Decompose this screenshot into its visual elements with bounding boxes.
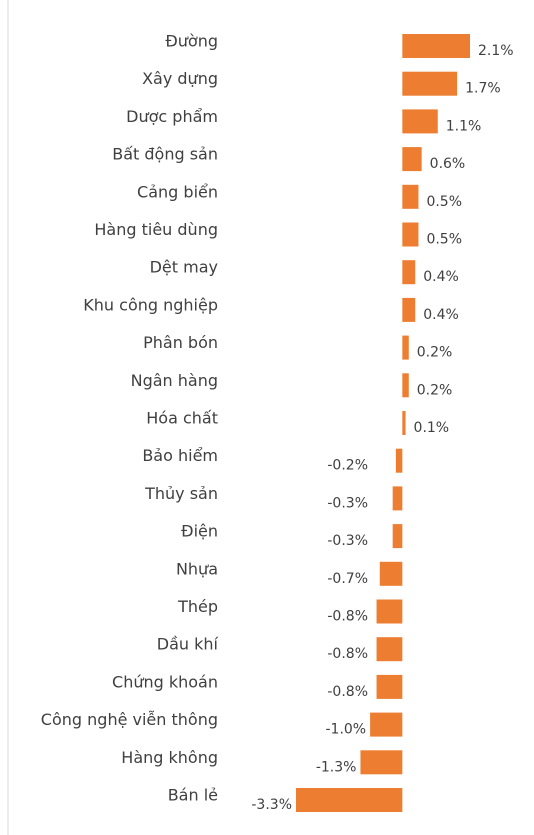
category-label: Bất động sản: [112, 145, 218, 164]
bar: [392, 524, 403, 549]
value-label: -0.3%: [327, 495, 368, 511]
category-label: Phân bón: [143, 333, 218, 352]
bar: [402, 184, 419, 209]
bar: [402, 34, 470, 58]
bar: [392, 486, 403, 511]
bar: [296, 788, 403, 812]
value-label: -0.2%: [327, 458, 368, 474]
category-label: Hóa chất: [146, 409, 218, 428]
value-label: -0.7%: [327, 571, 368, 587]
bar: [402, 147, 422, 172]
category-label: Xây dựng: [142, 69, 218, 88]
bar: [376, 674, 403, 699]
category-label: Dầu khí: [157, 635, 219, 654]
bar: [395, 448, 403, 473]
value-label: -1.0%: [325, 722, 366, 738]
category-label: Khu công nghiệp: [83, 295, 218, 314]
value-label: 0.6%: [430, 156, 466, 172]
bar: [402, 222, 419, 247]
category-label: Công nghệ viễn thông: [41, 710, 218, 729]
value-label: 1.7%: [465, 81, 501, 97]
value-label: 0.2%: [417, 382, 453, 398]
bar: [376, 599, 403, 624]
bar: [402, 109, 438, 134]
value-label: -3.3%: [251, 797, 292, 813]
category-label: Dược phẩm: [126, 107, 218, 126]
category-label: Điện: [181, 522, 218, 541]
category-label: Thủy sản: [144, 484, 218, 503]
value-label: 0.4%: [423, 307, 459, 323]
value-label: 0.5%: [426, 194, 462, 210]
bar: [402, 411, 406, 435]
value-label: -1.3%: [316, 759, 357, 775]
bar: [402, 71, 458, 96]
category-label: Chứng khoán: [112, 672, 218, 691]
value-label: -0.8%: [327, 609, 368, 625]
category-label: Bảo hiểm: [142, 446, 218, 465]
value-label: 0.5%: [426, 232, 462, 248]
bar: [402, 373, 409, 398]
category-label: Bán lẻ: [168, 786, 218, 805]
bar: [376, 637, 403, 662]
bar: [402, 335, 409, 360]
category-label: Thép: [177, 597, 218, 616]
category-label: Dệt may: [150, 258, 218, 277]
category-label: Hàng tiêu dùng: [94, 220, 218, 239]
value-label: -0.8%: [327, 684, 368, 700]
value-label: 0.1%: [414, 420, 450, 436]
value-label: -0.8%: [327, 646, 368, 662]
bar: [402, 297, 416, 322]
category-label: Ngân hàng: [131, 371, 218, 390]
bar: [402, 260, 416, 285]
value-label: 0.4%: [423, 269, 459, 285]
bar: [360, 750, 403, 775]
category-label: Hàng không: [121, 748, 218, 767]
category-label: Nhựa: [176, 559, 218, 578]
bar: [370, 712, 403, 737]
value-label: -0.3%: [327, 533, 368, 549]
value-label: 2.1%: [478, 43, 514, 59]
category-label: Cảng biển: [137, 182, 218, 201]
category-label: Đường: [165, 32, 218, 51]
value-label: 0.2%: [417, 345, 453, 361]
value-label: 1.1%: [446, 118, 482, 134]
bar: [379, 561, 403, 586]
